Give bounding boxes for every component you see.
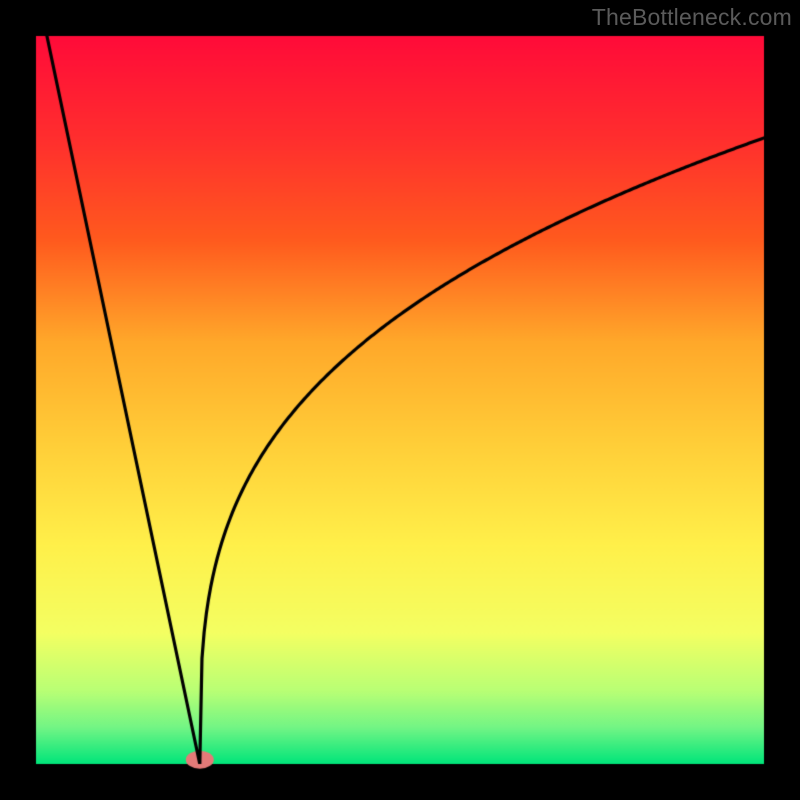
chart-canvas <box>0 0 800 800</box>
bottleneck-chart: TheBottleneck.com <box>0 0 800 800</box>
